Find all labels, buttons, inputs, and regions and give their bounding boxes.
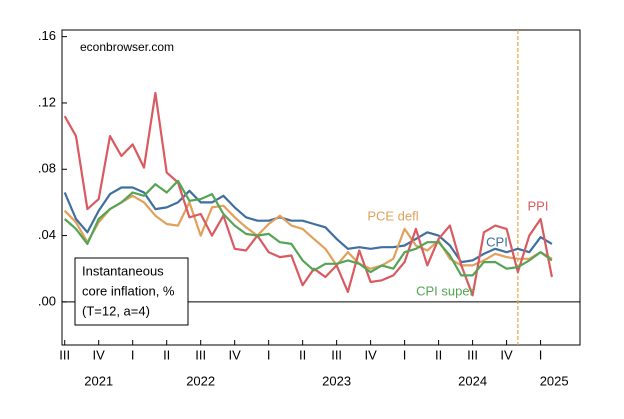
x-tick-label: IV: [229, 347, 242, 362]
annotation: core inflation, %: [82, 283, 175, 298]
x-tick-label: I: [539, 347, 543, 362]
x-tick-label: IV: [500, 347, 513, 362]
year-label: 2025: [540, 373, 569, 388]
year-label: 2021: [84, 373, 113, 388]
x-tick-label: I: [267, 347, 271, 362]
series-label: CPI super: [416, 283, 474, 298]
annotation-box: [74, 257, 189, 326]
y-tick-label: .12: [38, 94, 56, 109]
series-label: PCE defl: [367, 208, 418, 223]
series-label: PPI: [528, 198, 549, 213]
x-tick-label: II: [299, 347, 306, 362]
source: econbrowser.com: [80, 40, 174, 54]
y-tick-label: .08: [38, 161, 56, 176]
annotation: (T=12, a=4): [82, 303, 150, 318]
year-label: 2024: [458, 373, 487, 388]
x-tick-label: III: [331, 347, 342, 362]
series-line: [63, 194, 553, 270]
x-tick-label: I: [403, 347, 407, 362]
x-tick-label: I: [131, 347, 135, 362]
year-label: 2022: [186, 373, 215, 388]
x-tick-label: IV: [93, 347, 106, 362]
annotation: Instantaneous: [82, 263, 164, 278]
y-tick-label: .04: [38, 227, 56, 242]
y-tick-label: .16: [38, 28, 56, 43]
series-line: [63, 179, 553, 277]
x-tick-label: IV: [364, 347, 377, 362]
x-tick-label: III: [467, 347, 478, 362]
x-tick-label: II: [163, 347, 170, 362]
year-label: 2023: [322, 373, 351, 388]
y-tick-label: .00: [38, 293, 56, 308]
x-tick-label: III: [195, 347, 206, 362]
series-line: [63, 91, 553, 297]
x-tick-label: II: [435, 347, 442, 362]
x-tick-label: III: [59, 347, 70, 362]
series-label: CPI: [486, 234, 508, 249]
